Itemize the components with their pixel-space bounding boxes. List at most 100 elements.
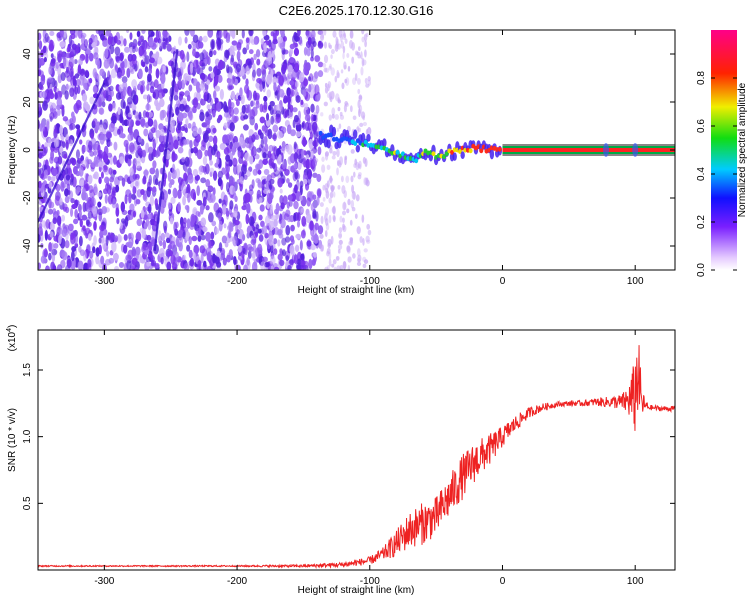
heatmap-cell <box>138 68 143 80</box>
heatmap-cell <box>243 124 249 131</box>
heatmap-cell <box>41 220 47 228</box>
heatmap-cell <box>336 265 341 270</box>
heatmap-cell <box>164 232 170 238</box>
heatmap-cell <box>143 194 148 203</box>
heatmap-cell <box>272 124 279 133</box>
heatmap-cell <box>124 156 129 163</box>
heatmap-cell <box>330 67 335 76</box>
heatmap-cell <box>66 46 70 53</box>
heatmap-cell <box>128 142 135 153</box>
heatmap-cell <box>41 91 48 99</box>
heatmap-cell <box>283 95 288 104</box>
heatmap-cell <box>335 255 340 261</box>
heatmap-cell <box>187 123 192 129</box>
heatmap-cell <box>189 30 195 37</box>
heatmap-cell <box>87 174 93 185</box>
heatmap-cell <box>185 118 189 126</box>
heatmap-cell <box>106 30 112 36</box>
heatmap-cell <box>297 30 301 37</box>
heatmap-cell <box>333 266 337 270</box>
heatmap-cell <box>306 197 312 207</box>
heatmap-cell <box>142 244 149 251</box>
heatmap-cell <box>249 155 254 165</box>
heatmap-cell <box>151 186 157 193</box>
snr-x-tick-label: -200 <box>227 576 247 587</box>
heatmap-cell <box>277 239 281 247</box>
heatmap-cell <box>41 197 45 204</box>
heatmap-cell <box>313 139 317 150</box>
heatmap-cell <box>229 45 235 55</box>
heatmap-cell <box>320 244 324 252</box>
heatmap-cell <box>366 133 371 142</box>
heatmap-cell <box>95 247 100 257</box>
heatmap-cell <box>351 42 356 51</box>
heatmap-cell <box>126 96 133 105</box>
heatmap-cell <box>147 220 152 231</box>
heatmap-cell <box>175 238 180 247</box>
heatmap-cell <box>245 78 249 87</box>
heatmap-cell <box>112 101 117 111</box>
heatmap-cell <box>115 92 122 100</box>
heatmap-cell <box>273 145 278 157</box>
heatmap-cell <box>346 246 351 254</box>
heatmap-cell <box>242 47 247 55</box>
heatmap-cell <box>321 156 325 162</box>
heatmap-cell <box>301 216 307 227</box>
heatmap-cell <box>257 169 262 175</box>
heatmap-cell <box>82 201 86 213</box>
heatmap-cell <box>358 46 361 52</box>
heatmap-cell <box>202 226 208 233</box>
heatmap-cell <box>268 183 273 190</box>
heatmap-cell <box>146 186 151 198</box>
heatmap-cell <box>162 255 169 261</box>
heatmap-cell <box>355 194 360 202</box>
heatmap-cell <box>100 255 105 265</box>
heatmap-cell <box>444 151 449 157</box>
heatmap-cell <box>312 172 318 178</box>
heatmap-cell <box>53 242 59 249</box>
heatmap-cell <box>116 128 121 135</box>
heatmap-cell <box>300 229 306 239</box>
heatmap-cell <box>266 73 273 85</box>
heatmap-cell <box>361 30 365 35</box>
heatmap-cell <box>115 184 120 193</box>
heatmap-cell <box>72 165 78 175</box>
heatmap-cell <box>230 54 234 63</box>
heatmap-cell <box>77 63 82 74</box>
colorbar-tick-label: 0.2 <box>696 215 707 229</box>
heatmap-cell <box>212 127 217 134</box>
heatmap-cell <box>62 116 69 122</box>
heatmap-cell <box>52 217 58 225</box>
heatmap-cell <box>340 175 344 183</box>
heatmap-cell <box>293 200 299 210</box>
heatmap-cell <box>104 176 110 184</box>
heatmap-cell <box>450 150 455 155</box>
heatmap-cell <box>302 89 307 98</box>
heatmap-cell <box>317 61 324 68</box>
heatmap-cell <box>78 210 82 218</box>
heatmap-cell <box>192 34 199 44</box>
heatmap-cell <box>256 58 261 66</box>
heatmap-cell <box>300 260 306 266</box>
heatmap-cell <box>111 241 117 253</box>
heatmap-cell <box>332 150 337 156</box>
heatmap-cell <box>217 177 223 187</box>
heatmap-cell <box>261 180 265 191</box>
heatmap-cell <box>57 155 63 165</box>
heatmap-cell <box>70 234 76 245</box>
heatmap-cell <box>303 103 309 111</box>
heatmap-cell <box>314 222 319 231</box>
heatmap-cell <box>97 74 101 82</box>
heatmap-cell <box>87 140 93 151</box>
heatmap-cell <box>281 145 286 152</box>
heatmap-cell <box>199 52 205 62</box>
heatmap-cell <box>331 184 334 193</box>
heatmap-cell <box>357 174 362 180</box>
heatmap-cell <box>200 234 206 241</box>
heatmap-cell <box>192 121 196 129</box>
heatmap-cell <box>197 235 202 242</box>
heatmap-cell <box>152 147 156 157</box>
heatmap-cell <box>236 164 241 174</box>
heatmap-cell <box>42 100 48 111</box>
